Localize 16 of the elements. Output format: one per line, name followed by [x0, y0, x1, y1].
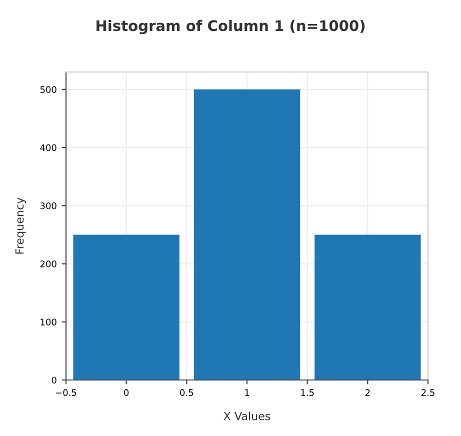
y-tick-label: 400 — [40, 144, 56, 152]
y-tick-label: 300 — [40, 202, 56, 210]
x-tick-label: 2.5 — [421, 389, 434, 396]
x-tick-label: 1.5 — [301, 389, 314, 396]
y-axis-title: Frequency — [15, 198, 26, 254]
x-tick-label: 0 — [124, 389, 129, 396]
x-tick-label: 0.5 — [180, 389, 194, 396]
x-tick-label: −0.5 — [56, 389, 76, 396]
x-tick-label: 1 — [245, 389, 250, 396]
chart-title: Histogram of Column 1 (n=1000) — [96, 20, 365, 34]
y-tick-label: 0 — [52, 376, 56, 384]
y-tick-label: 500 — [40, 86, 56, 93]
x-axis-title: X Values — [224, 412, 270, 420]
y-tick-label: 200 — [40, 260, 56, 268]
y-tick-label: 100 — [40, 318, 56, 326]
x-tick-label: 2 — [365, 389, 370, 396]
